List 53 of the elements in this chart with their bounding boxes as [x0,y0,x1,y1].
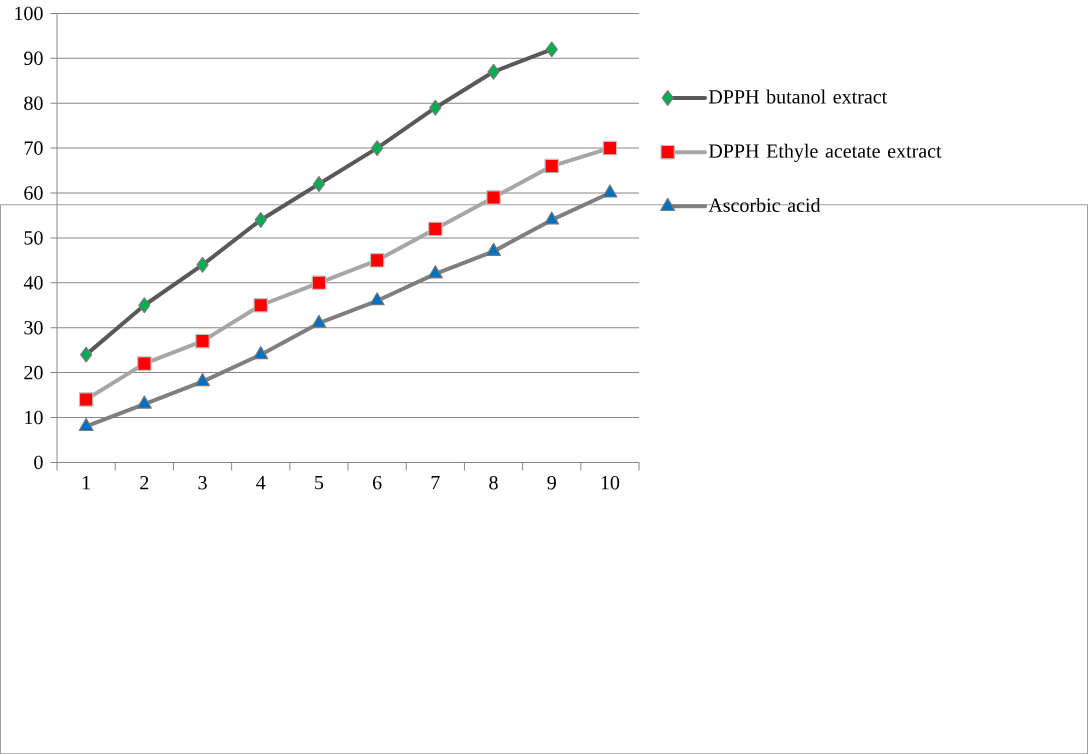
x-tick-label: 1 [82,475,90,490]
y-tick-label: 0 [34,455,43,470]
legend-label: Ascorbic acid [708,197,821,212]
x-tick-label: 5 [315,475,324,490]
x-tick-label: 7 [431,475,440,489]
x-tick-label: 4 [256,475,266,490]
point [486,242,502,256]
point [196,256,209,273]
x-tick-label: 9 [547,475,556,490]
point [195,372,211,387]
legend-label: DPPH butanol extract [708,89,888,104]
point [138,297,151,314]
y-tick-label: 70 [24,141,43,155]
point [253,297,268,313]
y-tick-label: 30 [24,320,43,335]
y-tick-label: 60 [24,186,43,200]
point [253,345,269,360]
point [487,63,500,80]
y-tick-label: 100 [15,6,43,21]
x-tick-label: 6 [372,475,382,490]
y-tick-label: 80 [24,96,43,110]
y-tick-label: 20 [24,365,43,380]
point [254,211,267,228]
x-tick-label: 10 [601,475,620,490]
point [136,395,152,409]
point [311,275,327,290]
point [369,252,385,268]
x-tick-label: 8 [489,475,498,490]
y-tick-label: 50 [24,231,43,245]
point [312,175,326,192]
point [602,140,618,156]
point [371,140,384,156]
point [429,99,442,116]
point [486,190,501,205]
point [78,392,94,407]
point [427,265,443,279]
point [78,417,94,431]
point [369,292,385,306]
x-tick-label: 3 [198,475,207,490]
point [545,41,558,58]
point [428,221,443,237]
point [544,211,560,225]
point [311,314,327,328]
y-tick-label: 90 [24,51,43,65]
point [137,356,152,371]
legend-label: DPPH Ethyle acetate extract [708,143,942,162]
point [80,346,93,363]
y-tick-label: 40 [23,275,43,290]
point [544,158,559,174]
x-tick-label: 2 [140,475,149,490]
y-tick-label: 10 [25,410,43,425]
point [195,333,210,349]
point [602,184,618,198]
